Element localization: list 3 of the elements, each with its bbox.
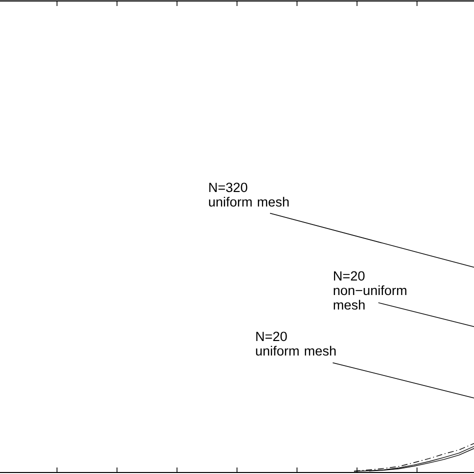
text: N=20 non−uniform mesh	[334, 271, 406, 310]
text: N=320 uniform mesh	[209, 182, 289, 207]
text: N=20 uniform mesh	[256, 332, 336, 356]
